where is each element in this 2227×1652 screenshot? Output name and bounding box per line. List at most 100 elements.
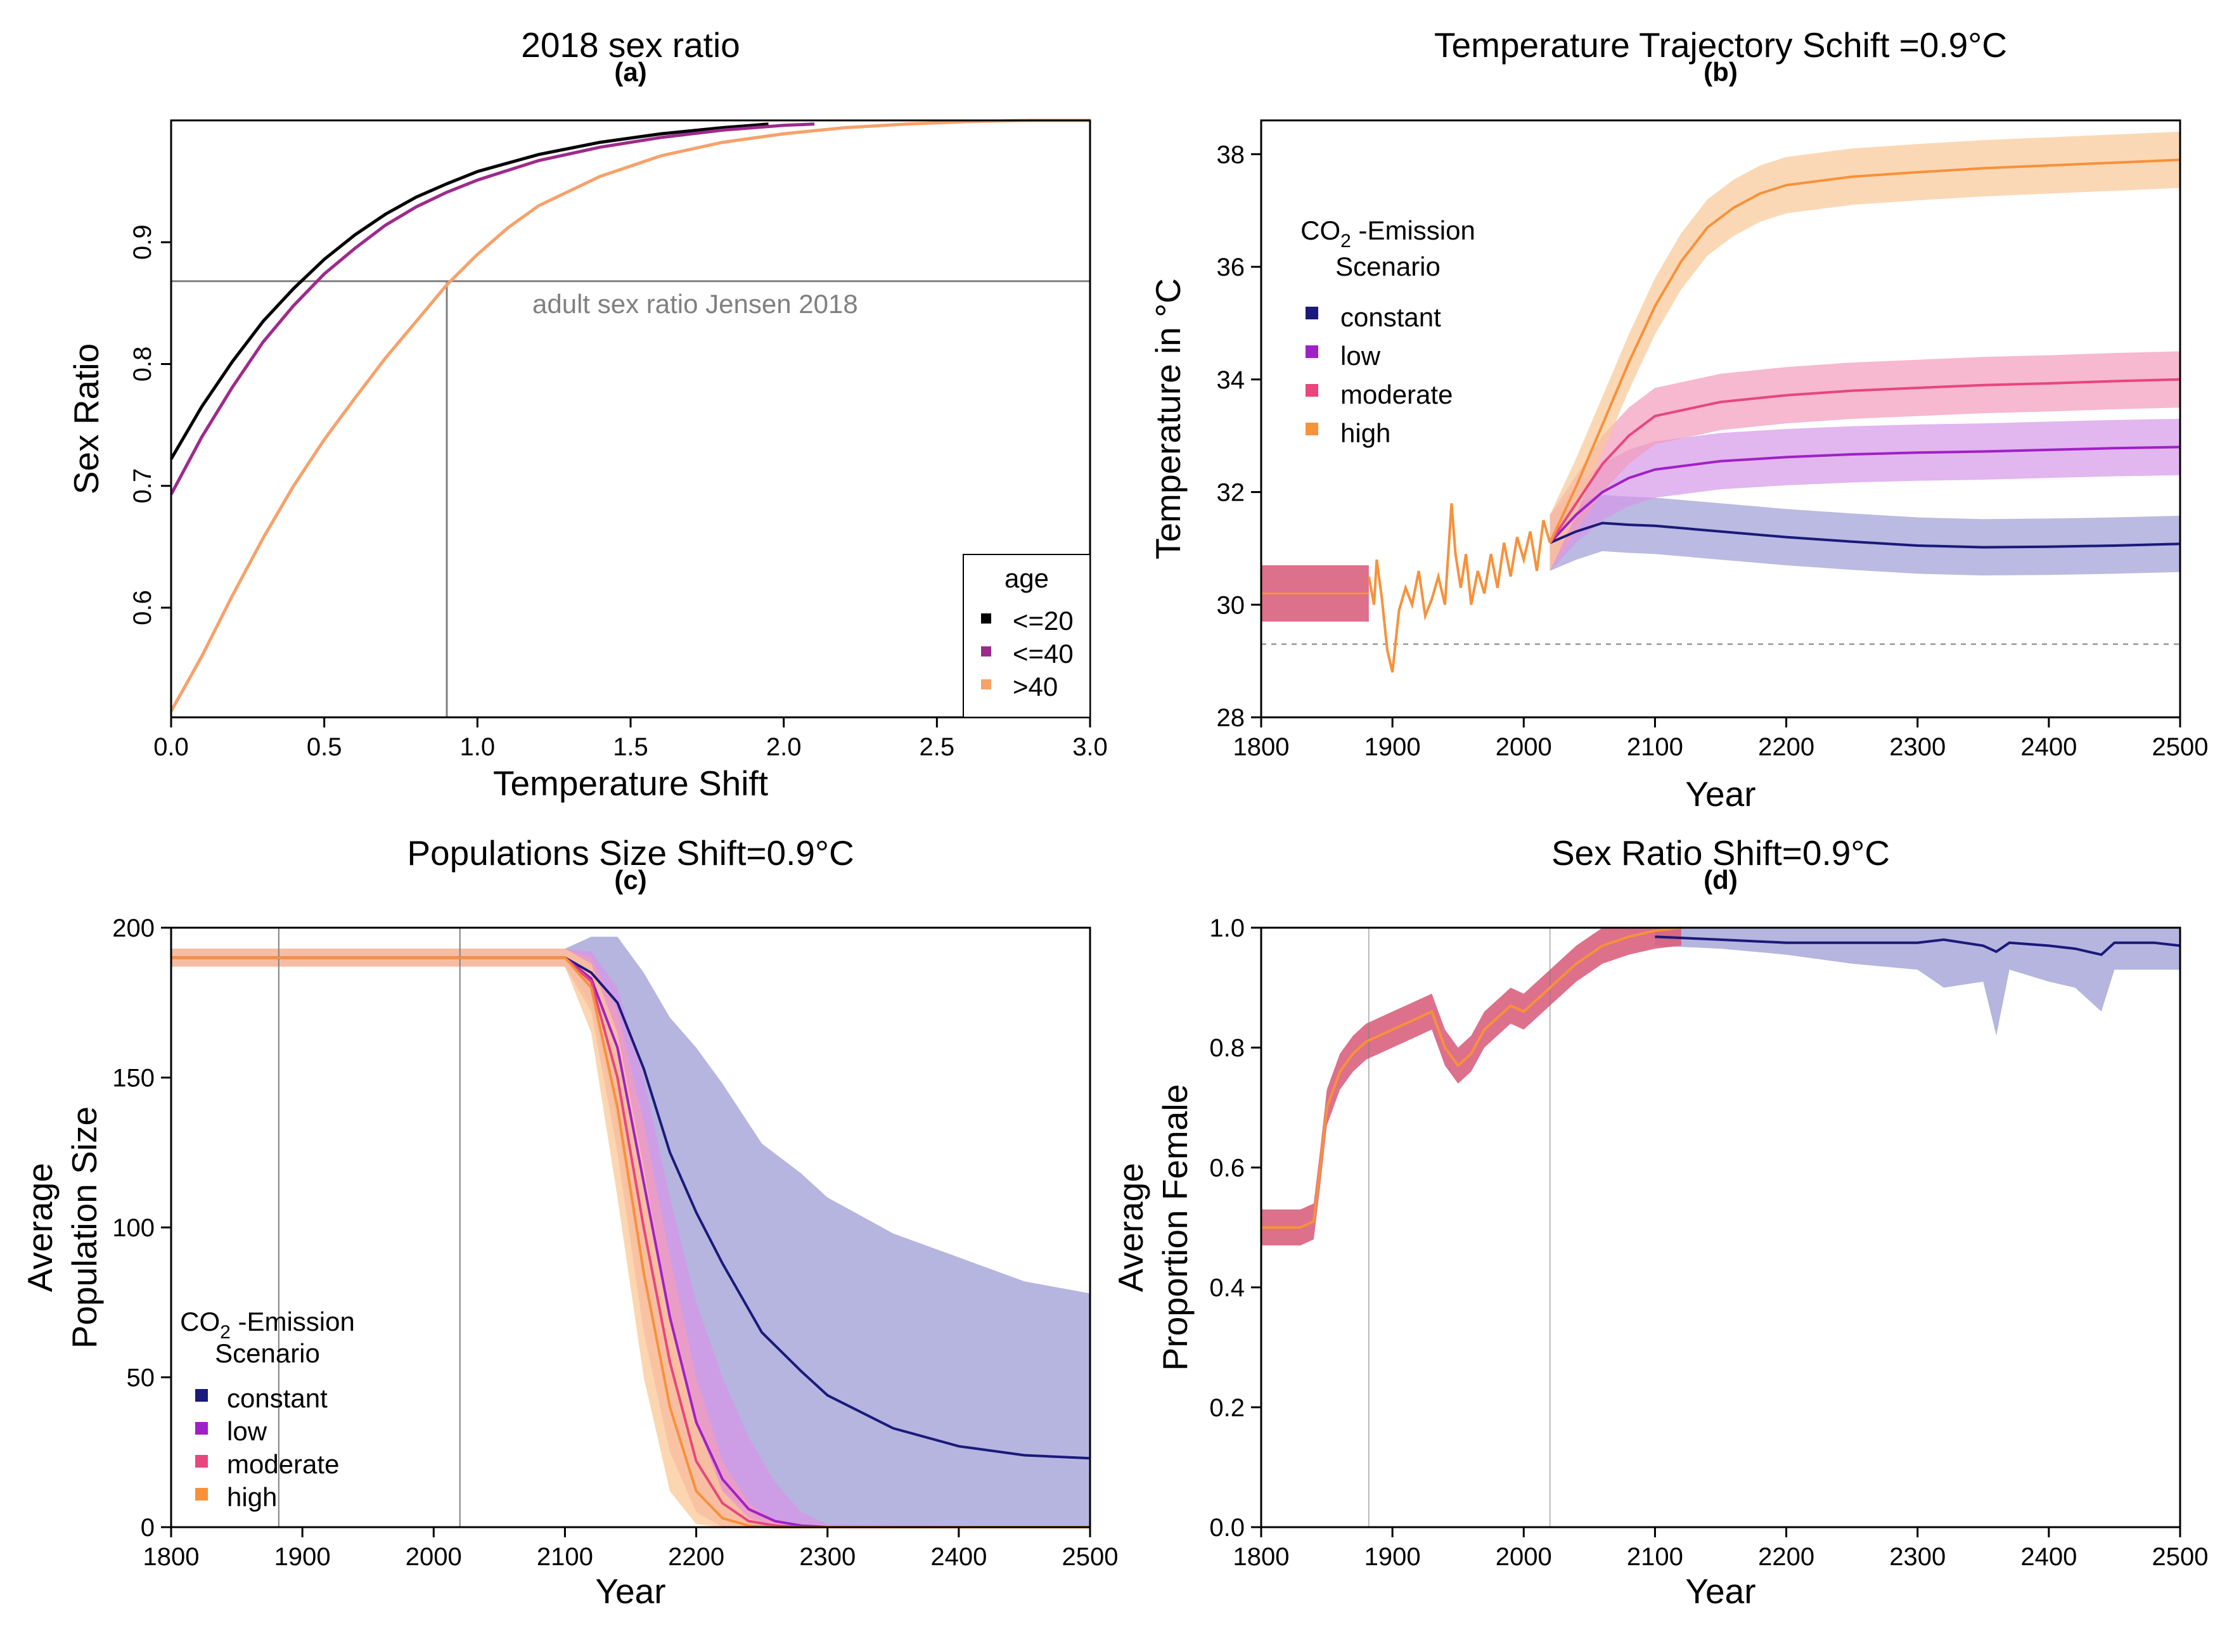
panel-a-legend-title: age xyxy=(1004,563,1049,593)
panel-d-x-tick-label: 1800 xyxy=(1233,1543,1290,1571)
legend-swatch-age-40 xyxy=(981,646,991,656)
legend-label-constant: constant xyxy=(1340,302,1441,332)
panel-d-x-tick-label: 1900 xyxy=(1364,1543,1421,1571)
panel-c-x-axis-label: Year xyxy=(595,1572,665,1611)
panel-b-y-tick-label: 34 xyxy=(1217,366,1245,394)
panel-c-y-tick-label: 0 xyxy=(141,1514,155,1542)
panel-b-legend-title: CO2 -Emission xyxy=(1300,215,1475,252)
legend-swatch-low xyxy=(195,1422,208,1435)
panel-c-legend: CO2 -Emission Scenario constant low mode… xyxy=(180,1307,355,1512)
panel-d-y-tick-label: 1.0 xyxy=(1209,914,1245,942)
panel-b-title: Temperature Trajectory Schift =0.9°C xyxy=(1434,25,2007,65)
band-constant xyxy=(171,937,1090,1527)
panel-d-plot-area: 1800 1900 2000 2100 2200 2300 2400 2500 0.0 0.2 0.… xyxy=(1209,914,2208,1571)
legend-label-age-40: <=40 xyxy=(1013,639,1074,669)
panel-a-legend: age <=20 <=40 >40 xyxy=(963,554,1091,718)
panel-d-y-tick-label: 0.8 xyxy=(1209,1034,1245,1062)
legend-label-high: high xyxy=(1340,418,1390,448)
panel-a-label: (a) xyxy=(614,57,646,87)
panel-a-x-tick-label: 1.5 xyxy=(613,733,648,761)
panel-c-legend-title-line2: Scenario xyxy=(215,1338,320,1368)
panel-b-legend-title-line2: Scenario xyxy=(1335,252,1441,281)
series-line-constant xyxy=(171,956,1091,1460)
series-line-moderate xyxy=(1549,378,2181,544)
panel-c-x-tick-label: 2500 xyxy=(1062,1543,1119,1571)
panel-d-x-tick-label: 2100 xyxy=(1627,1543,1683,1571)
panel-c-x-tick-label: 1800 xyxy=(143,1543,200,1571)
panel-a-plot-area: 0.0 0.5 1.0 1.5 2.0 2.5 3.0 0.6 0.7 0.8 0.9 xyxy=(129,118,1108,761)
panel-c: Populations Size Shift=0.9°C (c) 1800 190… xyxy=(20,833,1118,1611)
panel-b-y-tick-label: 30 xyxy=(1217,591,1245,619)
panel-c-x-tick-label: 2300 xyxy=(799,1543,856,1571)
panel-d-label: (d) xyxy=(1704,865,1738,895)
legend-label-low: low xyxy=(227,1416,267,1446)
legend-label-moderate: moderate xyxy=(227,1449,339,1479)
panel-c-y-tick-label: 100 xyxy=(112,1214,155,1242)
series-line-all-scenarios xyxy=(1261,926,1682,1229)
panel-a-reference-label: adult sex ratio Jensen 2018 xyxy=(532,289,858,319)
legend-label-constant: constant xyxy=(227,1383,328,1413)
panel-c-title: Populations Size Shift=0.9°C xyxy=(407,833,854,873)
legend-swatch-high xyxy=(195,1488,208,1501)
panel-a: 2018 sex ratio (a) 0.0 0.5 1.0 1.5 2.0 2.5 3.0… xyxy=(67,25,1108,803)
legend-swatch-moderate xyxy=(195,1455,208,1468)
panel-a-x-tick-label: 3.0 xyxy=(1072,733,1108,761)
panel-a-title: 2018 sex ratio xyxy=(521,25,740,65)
band-low xyxy=(1550,419,2180,571)
legend-swatch-low xyxy=(1306,345,1318,358)
panel-b-x-tick-label: 2200 xyxy=(1758,733,1814,761)
panel-d-y-tick-label: 0.2 xyxy=(1209,1394,1245,1422)
panel-d-frame xyxy=(1260,926,2181,1528)
panel-a-x-tick-label: 2.5 xyxy=(920,733,955,761)
series-line-low xyxy=(171,956,1090,1528)
panel-c-x-tick-label: 1900 xyxy=(274,1543,331,1571)
panel-d: Sex Ratio Shift=0.9°C (d) 1800 1900 2000 21… xyxy=(1111,833,2208,1611)
panel-c-x-tick-label: 2200 xyxy=(668,1543,724,1571)
panel-a-y-tick-label: 0.9 xyxy=(129,224,157,260)
panel-d-x-tick-label: 2500 xyxy=(2152,1543,2209,1571)
series-line-age-0 xyxy=(169,122,769,460)
legend-swatch-age-over-40 xyxy=(981,679,991,689)
panel-c-frame xyxy=(170,926,1091,1528)
panel-a-y-tick-label: 0.7 xyxy=(129,468,157,504)
panel-b-x-tick-label: 2100 xyxy=(1627,733,1683,761)
panel-d-y-axis-label-line2: Proportion Female xyxy=(1155,1084,1195,1371)
panel-a-legend-box xyxy=(963,554,1091,718)
panel-d-title: Sex Ratio Shift=0.9°C xyxy=(1551,833,1890,873)
panel-a-x-tick-label: 1.0 xyxy=(460,733,496,761)
band-all-scenarios xyxy=(1261,928,1681,1246)
panel-d-y-tick-label: 0.0 xyxy=(1209,1514,1245,1542)
panel-d-x-tick-label: 2400 xyxy=(2020,1543,2077,1571)
panel-a-y-axis-label: Sex Ratio xyxy=(67,343,106,494)
panel-c-label: (c) xyxy=(614,865,646,895)
panel-c-y-tick-label: 50 xyxy=(127,1364,155,1392)
band-moderate xyxy=(1550,351,2180,571)
series-line-constant xyxy=(1655,935,2181,956)
history-temperature-line xyxy=(1367,503,1551,673)
panel-d-x-tick-label: 2200 xyxy=(1758,1543,1814,1571)
panel-b-x-tick-label: 1900 xyxy=(1364,733,1421,761)
legend-swatch-constant xyxy=(1306,307,1318,319)
panel-c-x-tick-label: 2100 xyxy=(537,1543,593,1571)
panel-a-y-tick-label: 0.8 xyxy=(129,347,157,382)
panel-d-y-tick-label: 0.4 xyxy=(1209,1274,1245,1302)
panel-b: Temperature Trajectory Schift =0.9°C (b)… xyxy=(1148,25,2208,814)
legend-label-high: high xyxy=(227,1482,277,1512)
panel-a-frame xyxy=(170,119,1091,719)
legend-label-age-20: <=20 xyxy=(1013,606,1074,636)
legend-swatch-moderate xyxy=(1306,384,1318,397)
legend-swatch-constant xyxy=(195,1389,208,1402)
panel-b-y-tick-label: 32 xyxy=(1217,479,1245,507)
panel-b-label: (b) xyxy=(1704,57,1738,87)
band-high xyxy=(1550,131,2180,571)
band-high xyxy=(171,949,1090,1527)
legend-swatch-age-20 xyxy=(981,613,991,624)
panel-c-x-tick-label: 2400 xyxy=(930,1543,987,1571)
panel-c-plot-area: 1800 1900 2000 2100 2200 2300 2400 2500 0 50 100 15… xyxy=(112,914,1118,1571)
panel-d-y-tick-label: 0.6 xyxy=(1209,1154,1245,1182)
band-low xyxy=(171,949,1090,1527)
series-line-constant xyxy=(1549,522,2181,549)
panel-d-x-tick-label: 2000 xyxy=(1496,1543,1552,1571)
legend-label-age-over-40: >40 xyxy=(1013,672,1058,701)
